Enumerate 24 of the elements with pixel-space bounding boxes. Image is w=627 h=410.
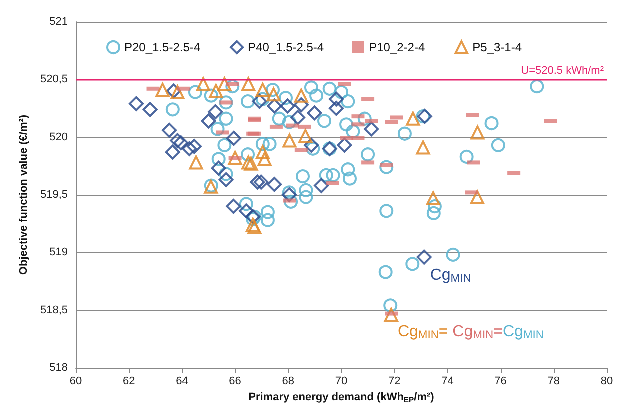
y-tick-label: 519 — [50, 246, 68, 259]
legend-label: P5_3-1-4 — [472, 40, 522, 54]
x-tick-label: 60 — [70, 376, 82, 388]
y-tick-label: 521 — [50, 16, 68, 28]
x-tick-label: 70 — [335, 376, 348, 388]
legend-label: P40_1.5-2.5-4 — [248, 40, 324, 54]
x-tick-label: 72 — [388, 376, 401, 388]
x-tick-label: 68 — [282, 376, 295, 388]
y-axis-title: Objective function value (€/m²) — [18, 114, 30, 276]
y-tick-label: 520 — [50, 131, 68, 144]
x-tick-label: 62 — [122, 376, 136, 388]
x-tick-label: 80 — [600, 376, 614, 388]
x-tick-label: 66 — [229, 376, 242, 388]
y-tick-label: 518 — [50, 362, 68, 374]
ref-line-label: U=520.5 kWh/m² — [521, 65, 604, 78]
x-tick-label: 74 — [442, 376, 454, 388]
y-tick-label: 520,5 — [40, 74, 68, 86]
y-tick-label: 518,5 — [40, 304, 68, 316]
legend-label: P20_1.5-2.5-4 — [124, 40, 201, 54]
legend-label: P10_2-2-4 — [369, 40, 426, 54]
y-tick-label: 519,5 — [40, 189, 68, 201]
x-tick-label: 76 — [494, 376, 507, 388]
x-tick-label: 78 — [548, 376, 560, 388]
x-tick-label: 64 — [176, 376, 188, 388]
